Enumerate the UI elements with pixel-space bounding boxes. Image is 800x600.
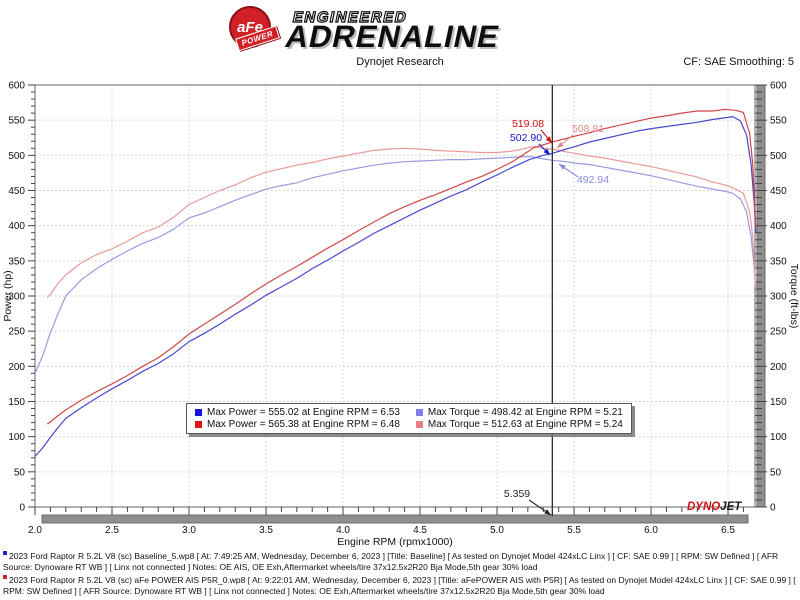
smoothing-setting: CF: SAE Smoothing: 5	[683, 56, 794, 68]
y-tick-label-left: 50	[14, 467, 26, 478]
y-tick-label-left: 200	[8, 362, 25, 373]
x-tick-label: 5.5	[567, 525, 581, 536]
legend: Max Power = 555.02 at Engine RPM = 6.53 …	[186, 403, 632, 434]
x-tick-label: 3.5	[259, 525, 273, 536]
horizontal-scrollbar[interactable]	[41, 514, 749, 524]
annotation-arrowhead-icon	[543, 148, 550, 155]
y-tick-label-right: 500	[770, 151, 787, 162]
run-info-footer: 2023 Ford Raptor R 5.2L V8 (sc) Baseline…	[3, 551, 797, 599]
x-axis-title: Engine RPM (rpmx1000)	[337, 536, 453, 548]
y-tick-label-right: 300	[770, 292, 787, 303]
legend-entry-power-baseline: Max Power = 555.02 at Engine RPM = 6.53	[195, 407, 400, 418]
legend-entry-torque-afe: Max Torque = 512.63 at Engine RPM = 5.24	[415, 419, 623, 430]
y-tick-label-left: 0	[19, 503, 25, 514]
run-marker-afe-icon	[3, 575, 7, 580]
annotation-arrowhead-icon	[545, 136, 552, 143]
y-tick-label-left: 250	[8, 327, 25, 338]
series-torque-afe	[46, 145, 757, 298]
run-info-afe: 2023 Ford Raptor R 5.2L V8 (sc) aFe POWE…	[3, 575, 796, 596]
series-power-baseline	[34, 115, 757, 457]
y-tick-label-right: 400	[770, 221, 787, 232]
x-tick-label: 6.0	[644, 525, 658, 536]
annotation-value: 519.08	[512, 118, 544, 130]
x-tick-label: 5.0	[490, 525, 504, 536]
annotation-value: 492.94	[577, 174, 609, 186]
legend-label: Max Power = 555.02 at Engine RPM = 6.53	[207, 407, 400, 418]
dyno-chart: 2.0 2.5 3.0 3.5 4.0 4.5 5.0 5.5 6.0 6.5 0 0 50 50 100 1…	[2, 81, 800, 549]
dynojet-watermark: DYNOJET	[687, 501, 742, 513]
legend-entry-power-afe: Max Power = 565.38 at Engine RPM = 6.48	[195, 419, 400, 430]
y-tick-label-left: 100	[8, 432, 25, 443]
right-axis-title: Torque (ft-lbs)	[788, 264, 800, 329]
left-axis-title: Power (hp)	[2, 270, 14, 321]
y-tick-label-left: 300	[8, 292, 25, 303]
y-tick-label-right: 250	[770, 327, 787, 338]
x-tick-label: 6.5	[721, 525, 735, 536]
power-afe-swatch-icon	[195, 421, 202, 428]
y-tick-label-left: 600	[8, 81, 25, 92]
legend-label: Max Torque = 512.63 at Engine RPM = 5.24	[427, 419, 623, 430]
run-info-baseline: 2023 Ford Raptor R 5.2L V8 (sc) Baseline…	[3, 551, 779, 572]
y-tick-label-right: 100	[770, 432, 787, 443]
run-marker-baseline-icon	[3, 551, 7, 556]
x-tick-label: 3.0	[182, 525, 196, 536]
series-torque-baseline	[34, 155, 757, 374]
y-tick-label-left: 350	[8, 256, 25, 267]
y-tick-label-right: 0	[770, 503, 776, 514]
legend-entry-torque-baseline: Max Torque = 498.42 at Engine RPM = 5.21	[415, 407, 623, 418]
legend-label: Max Torque = 498.42 at Engine RPM = 5.21	[427, 407, 623, 418]
y-tick-label-right: 150	[770, 397, 787, 408]
x-tick-label: 2.5	[105, 525, 119, 536]
annotation-value: 508.81	[572, 123, 604, 135]
x-tick-label: 2.0	[28, 525, 42, 536]
y-tick-label-right: 200	[770, 362, 787, 373]
y-tick-label-left: 400	[8, 221, 25, 232]
annotation-arrowhead-icon	[544, 509, 551, 515]
y-tick-label-right: 550	[770, 116, 787, 127]
y-tick-label-left: 500	[8, 151, 25, 162]
annotation-arrowhead-icon	[559, 164, 566, 170]
y-tick-label-right: 450	[770, 186, 787, 197]
power-baseline-swatch-icon	[195, 409, 202, 416]
torque-baseline-swatch-icon	[415, 409, 423, 416]
annotation-value: 5.359	[504, 488, 530, 500]
annotation-arrowhead-icon	[557, 141, 564, 148]
annotation-value: 502.90	[510, 132, 542, 144]
y-tick-label-left: 550	[8, 116, 25, 127]
x-tick-label: 4.5	[413, 525, 427, 536]
chart-title: Dynojet Research	[356, 56, 444, 68]
y-tick-label-right: 350	[770, 256, 787, 267]
y-tick-label-left: 450	[8, 186, 25, 197]
y-tick-label-right: 600	[770, 81, 787, 92]
torque-afe-swatch-icon	[415, 421, 423, 428]
x-tick-label: 4.0	[336, 525, 350, 536]
y-tick-label-right: 50	[770, 467, 782, 478]
legend-label: Max Power = 565.38 at Engine RPM = 6.48	[207, 419, 400, 430]
y-tick-label-left: 150	[8, 397, 25, 408]
series-power-afe	[46, 108, 757, 425]
